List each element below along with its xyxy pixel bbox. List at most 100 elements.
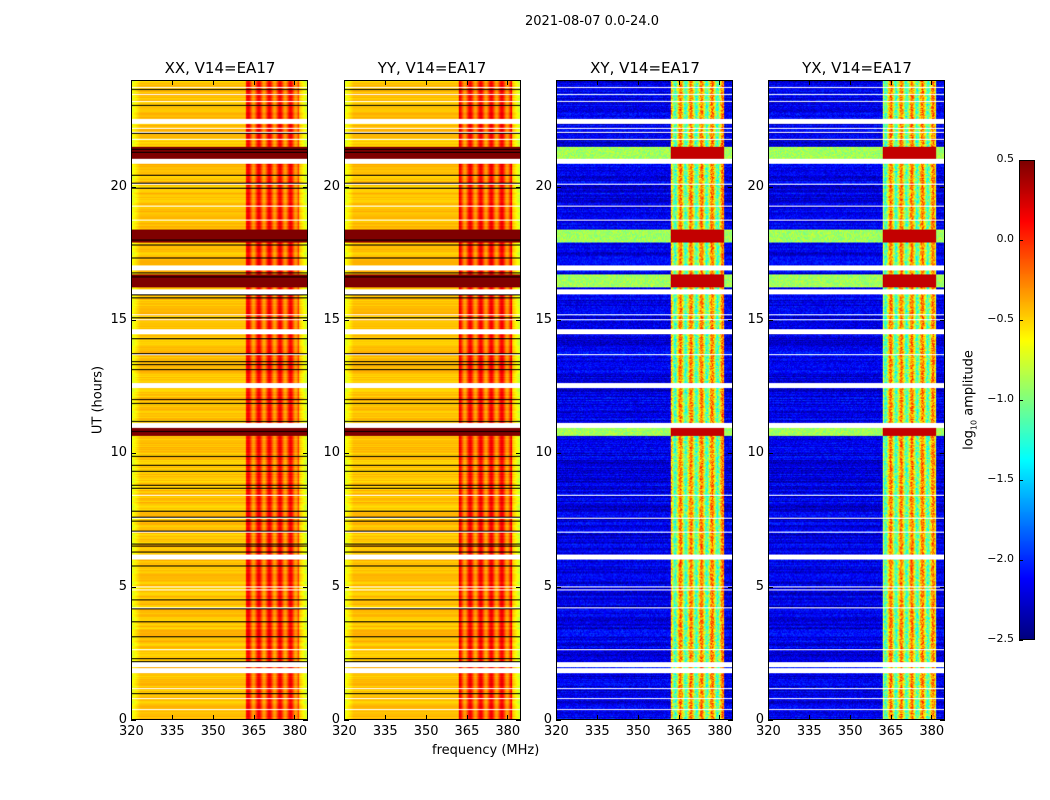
y-tick-label: 0 xyxy=(118,712,127,727)
colorbar-tick-label: −1.0 xyxy=(987,392,1014,405)
heatmap-canvas-yy xyxy=(345,81,520,719)
x-tick-label: 365 xyxy=(666,724,692,739)
y-tick-label: 5 xyxy=(755,578,764,594)
x-tick-label: 335 xyxy=(159,724,185,739)
x-tick xyxy=(131,715,132,720)
x-tick xyxy=(719,715,721,720)
heatmap-xy xyxy=(556,80,733,720)
y-tick-label: 15 xyxy=(323,312,340,327)
y-tick xyxy=(728,320,733,321)
x-tick-label: 350 xyxy=(837,724,863,739)
x-tick-label: 320 xyxy=(332,724,357,739)
y-tick xyxy=(940,586,945,588)
x-tick xyxy=(678,715,680,720)
y-tick-label: 5 xyxy=(543,578,552,594)
x-tick-label: 350 xyxy=(200,724,226,739)
x-tick xyxy=(596,80,598,85)
x-tick-label: 365 xyxy=(454,724,480,739)
x-tick-label: 365 xyxy=(878,724,904,739)
colorbar-tick xyxy=(1019,240,1023,241)
y-tick xyxy=(131,586,136,588)
x-tick xyxy=(294,715,296,720)
y-tick xyxy=(344,186,349,188)
colorbar-tick-label: −2.0 xyxy=(987,552,1014,565)
x-tick xyxy=(466,80,468,85)
x-tick-label: 350 xyxy=(625,724,651,739)
y-tick xyxy=(728,586,733,588)
y-axis-label: UT (hours) xyxy=(90,365,106,435)
colorbar-tick-label: −0.5 xyxy=(987,312,1014,325)
y-tick xyxy=(131,453,136,455)
x-tick xyxy=(212,715,214,720)
y-tick xyxy=(768,453,773,455)
colorbar-gradient xyxy=(1020,161,1034,639)
y-tick-label: 20 xyxy=(747,178,764,194)
x-tick xyxy=(596,715,598,720)
x-tick xyxy=(384,80,386,85)
y-tick xyxy=(516,186,521,188)
x-tick-label: 380 xyxy=(919,724,945,739)
colorbar-label: log10 amplitude xyxy=(962,350,979,450)
y-tick xyxy=(516,720,521,721)
y-tick xyxy=(556,453,561,455)
y-tick xyxy=(940,320,945,321)
y-tick-label: 10 xyxy=(323,445,340,461)
y-tick-label: 20 xyxy=(323,178,340,194)
x-tick xyxy=(425,80,427,85)
y-tick-label: 15 xyxy=(535,312,552,327)
colorbar-tick xyxy=(1019,560,1023,561)
figure-title: 2021-08-07 0.0-24.0 xyxy=(525,14,659,29)
x-tick xyxy=(294,80,296,85)
x-tick-label: 380 xyxy=(707,724,733,739)
y-tick xyxy=(303,320,308,321)
y-tick xyxy=(728,186,733,188)
x-tick xyxy=(808,715,810,720)
y-tick-label: 5 xyxy=(118,578,127,594)
x-tick-label: 320 xyxy=(119,724,144,739)
colorbar-tick xyxy=(1019,320,1023,321)
x-tick xyxy=(808,80,810,85)
y-tick xyxy=(556,720,561,721)
colorbar-tick xyxy=(1019,480,1023,481)
colorbar-tick-label: −2.5 xyxy=(987,632,1014,645)
x-tick xyxy=(171,715,173,720)
x-tick xyxy=(890,715,892,720)
y-tick xyxy=(516,453,521,455)
colorbar-tick xyxy=(1019,640,1023,641)
x-tick xyxy=(931,715,933,720)
y-tick xyxy=(556,586,561,588)
heatmap-canvas-xx xyxy=(132,81,307,719)
y-tick xyxy=(131,320,136,321)
x-tick xyxy=(466,715,468,720)
y-tick xyxy=(768,320,773,321)
x-tick-label: 350 xyxy=(413,724,439,739)
x-tick xyxy=(212,80,214,85)
x-tick xyxy=(384,715,386,720)
colorbar-tick-label: 0.5 xyxy=(996,152,1015,165)
y-tick-label: 15 xyxy=(110,312,127,327)
x-tick xyxy=(637,715,639,720)
x-tick xyxy=(171,80,173,85)
x-axis-label: frequency (MHz) xyxy=(432,743,540,758)
heatmap-yy xyxy=(344,80,521,720)
x-tick xyxy=(890,80,892,85)
x-tick xyxy=(253,80,255,85)
x-tick xyxy=(849,80,851,85)
y-tick xyxy=(940,453,945,455)
y-tick xyxy=(303,586,308,588)
y-tick xyxy=(516,586,521,588)
y-tick-label: 15 xyxy=(747,312,764,327)
colorbar-tick-label: −1.5 xyxy=(987,472,1014,485)
y-tick xyxy=(344,586,349,588)
y-tick-label: 10 xyxy=(110,445,127,461)
y-tick xyxy=(940,720,945,721)
x-tick-label: 335 xyxy=(584,724,610,739)
y-tick xyxy=(768,720,773,721)
y-tick xyxy=(728,720,733,721)
x-tick-label: 320 xyxy=(544,724,569,739)
y-tick xyxy=(131,720,136,721)
colorbar-label-sub: 10 xyxy=(969,419,979,431)
y-tick-label: 20 xyxy=(110,178,127,194)
panel-title-xx: XX, V14=EA17 xyxy=(164,59,276,77)
